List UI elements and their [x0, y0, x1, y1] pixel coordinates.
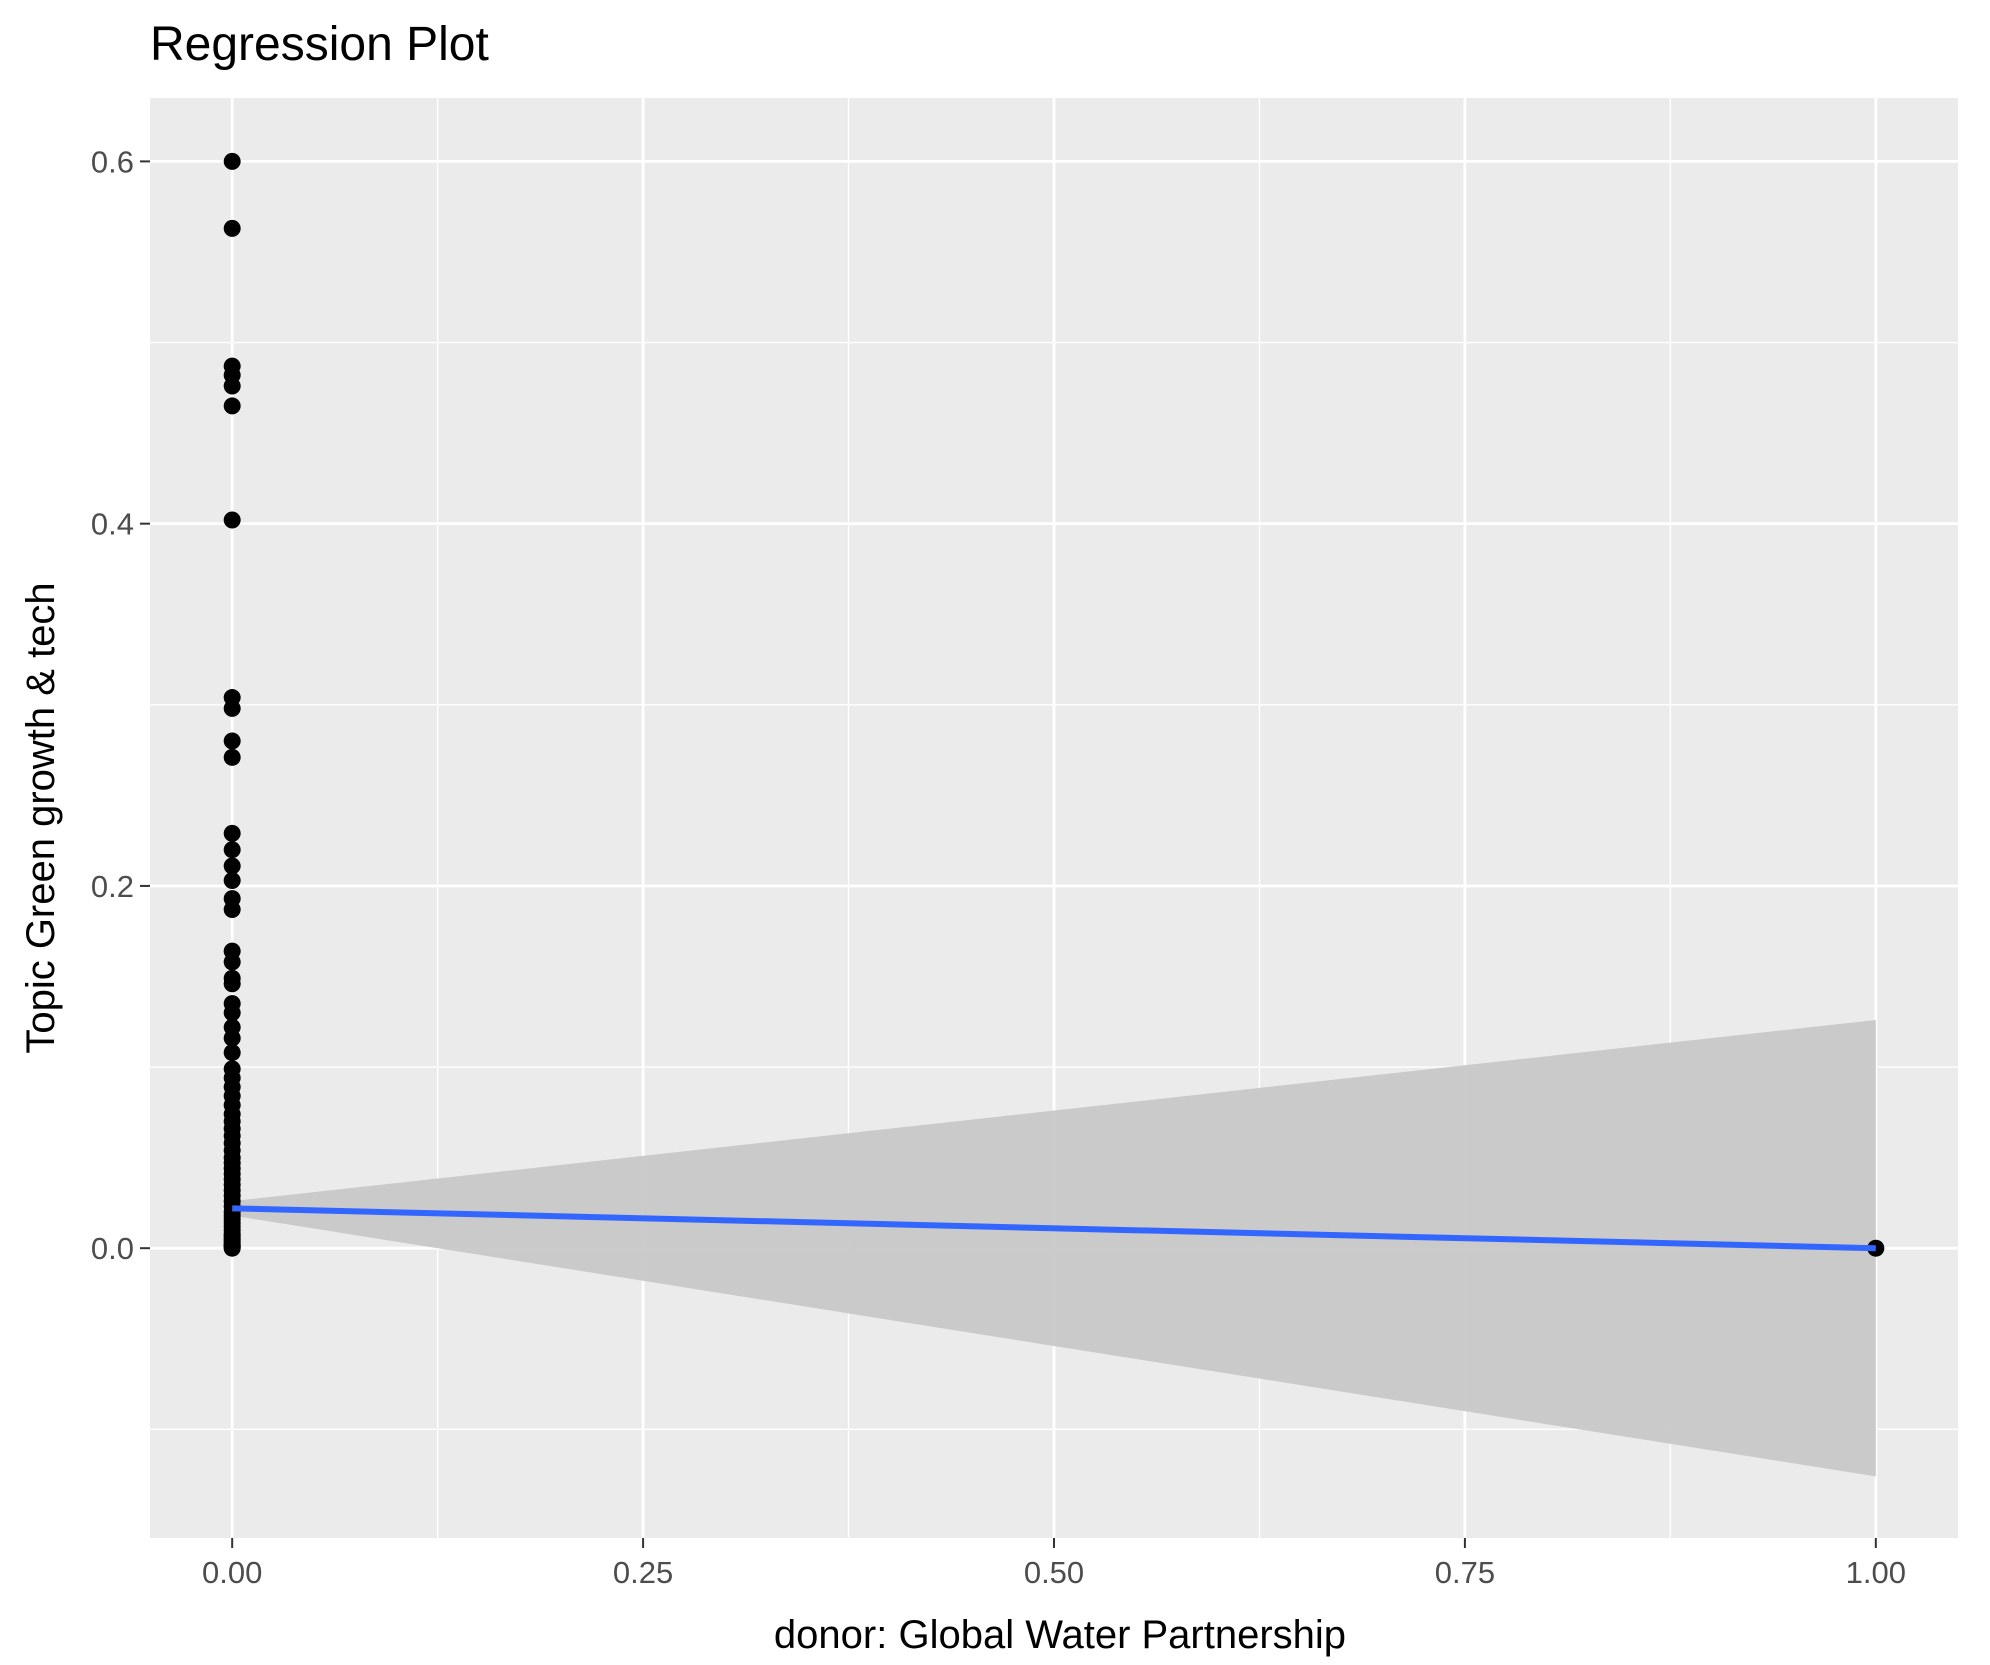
data-point	[223, 824, 241, 842]
data-point	[223, 953, 241, 971]
y-tick-label: 0.6	[91, 144, 134, 179]
x-tick-label: 0.75	[1435, 1555, 1495, 1590]
data-point	[223, 857, 241, 875]
regression-line-layer	[232, 1205, 1876, 1252]
data-point	[223, 511, 241, 529]
data-point	[223, 975, 241, 993]
y-tick-label: 0.2	[91, 869, 134, 904]
data-point	[223, 699, 241, 717]
confidence-band-layer	[232, 1019, 1876, 1477]
y-axis-label: Topic Green growth & tech	[19, 582, 63, 1053]
regression-line	[232, 1205, 1876, 1252]
data-point	[223, 1004, 241, 1022]
data-point	[223, 841, 241, 859]
data-point	[223, 219, 241, 237]
x-tick-label: 0.50	[1024, 1555, 1084, 1590]
x-axis-label: donor: Global Water Partnership	[774, 1613, 1346, 1657]
data-point	[223, 900, 241, 918]
data-point	[223, 732, 241, 750]
data-point	[223, 152, 241, 170]
y-tick-label: 0.0	[91, 1231, 134, 1266]
axis-ticks	[140, 160, 1877, 1548]
x-tick-label: 1.00	[1846, 1555, 1906, 1590]
data-point	[223, 871, 241, 889]
x-tick-label: 0.25	[613, 1555, 673, 1590]
data-point	[223, 377, 241, 395]
axis-tick-labels: 0.00 0.25 0.50 0.75 1.00 0.0 0.2 0.4 0.6	[91, 144, 1906, 1590]
data-point	[223, 1044, 241, 1062]
data-point	[223, 1239, 241, 1257]
x-tick-label: 0.00	[202, 1555, 262, 1590]
data-point	[223, 748, 241, 766]
confidence-band	[232, 1019, 1876, 1477]
data-points-layer	[223, 152, 1885, 1257]
data-point	[223, 1029, 241, 1047]
chart-title: Regression Plot	[150, 18, 489, 71]
data-point	[223, 397, 241, 415]
y-tick-label: 0.4	[91, 507, 134, 542]
